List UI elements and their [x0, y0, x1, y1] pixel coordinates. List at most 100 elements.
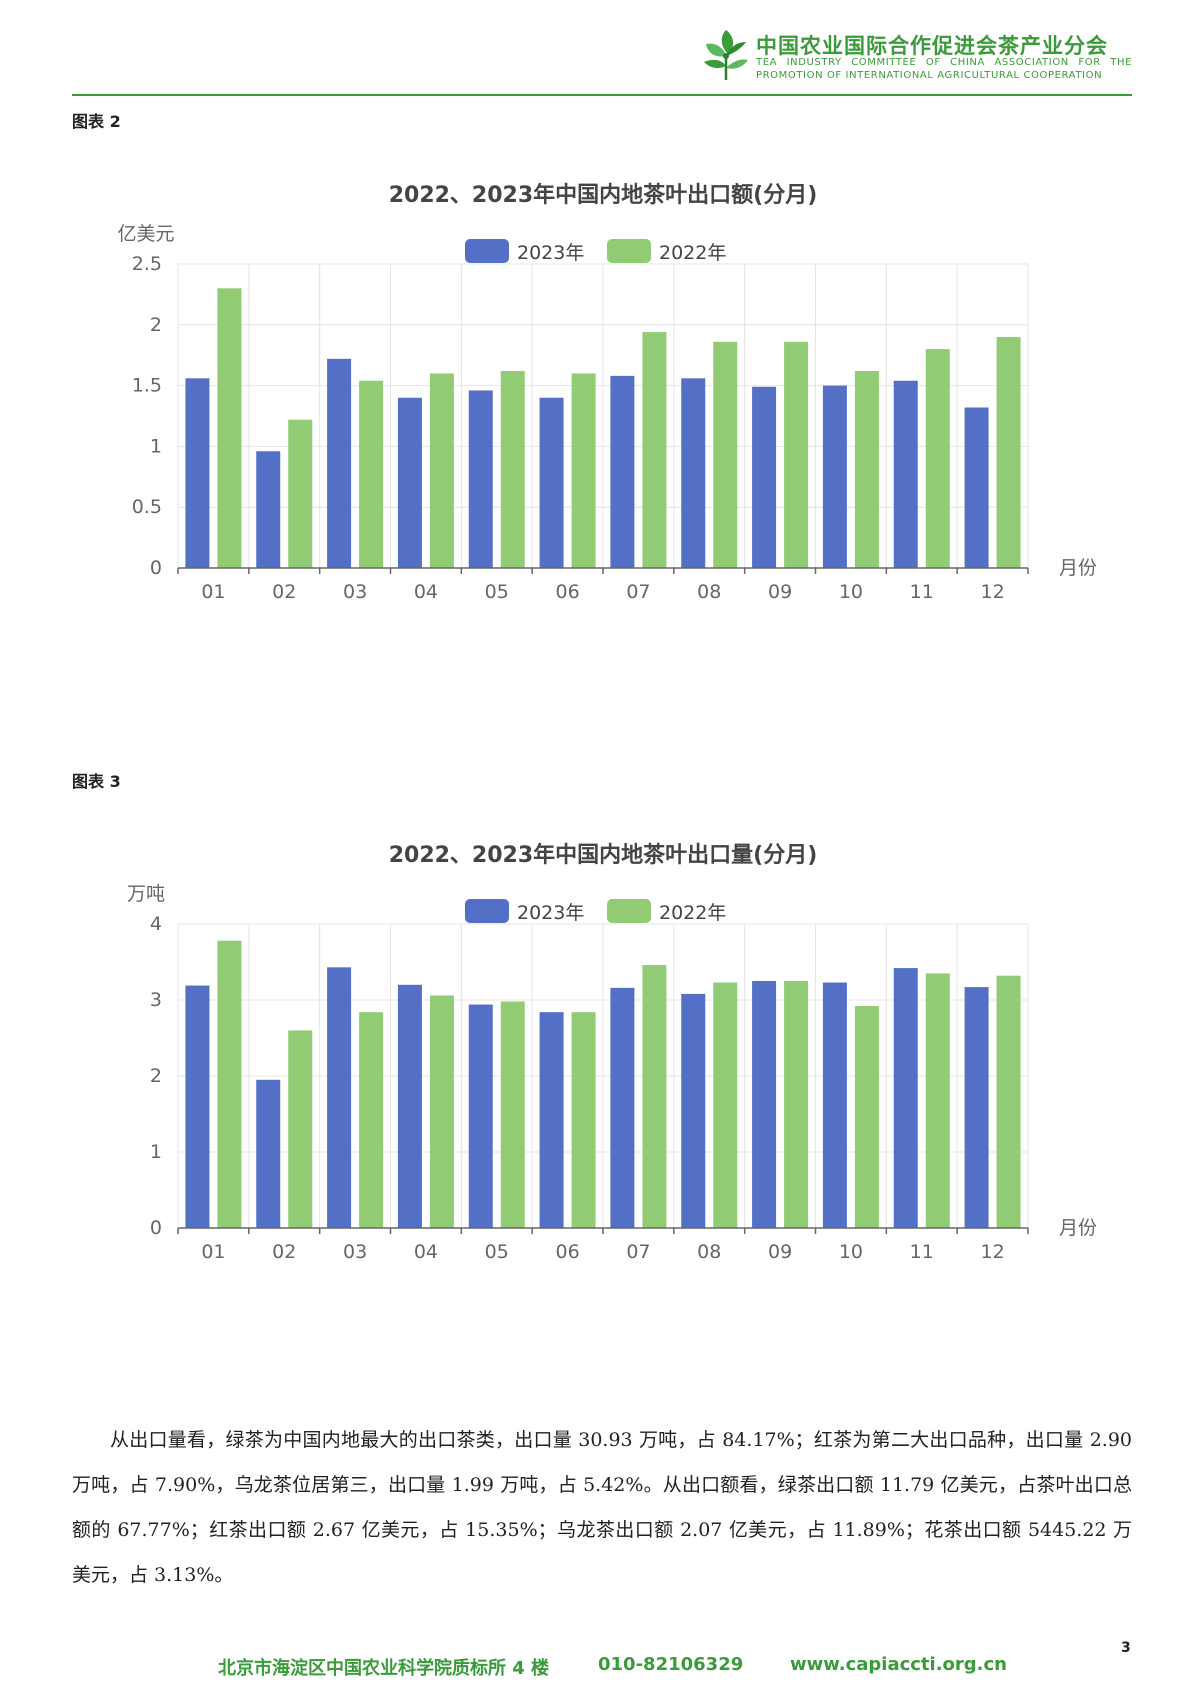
bar-2023 — [468, 390, 493, 568]
bar-2022 — [429, 373, 454, 568]
figure-label: 图表 2 — [72, 112, 121, 131]
body-paragraph: 从出口量看，绿茶为中国内地最大的出口茶类，出口量 30.93 万吨，占 84.1… — [72, 1429, 1132, 1586]
bar-2023 — [468, 1004, 493, 1228]
x-tick-label: 11 — [910, 581, 934, 600]
bar-2023 — [752, 386, 777, 568]
bar-2023 — [610, 987, 635, 1228]
x-tick-label: 05 — [485, 1241, 509, 1260]
bar-2023 — [964, 407, 989, 568]
export-volume-chart: 2022、2023年中国内地茶叶出口量(分月) 万吨 2023年 2022年 01 2 3 4… — [127, 842, 1097, 1260]
bar-2022 — [359, 1012, 384, 1228]
bar-2023 — [964, 987, 989, 1228]
body-paragraph-block: 从出口量看，绿茶为中国内地最大的出口茶类，出口量 30.93 万吨，占 84.1… — [72, 1418, 1132, 1598]
chart-legend: 2023年 2022年 — [465, 899, 726, 924]
legend-swatch — [607, 899, 651, 923]
y-tick-label: 4 — [150, 913, 162, 935]
bar-2022 — [642, 965, 667, 1228]
x-tick-label: 10 — [839, 1241, 863, 1260]
y-tick-label: 3 — [150, 989, 162, 1011]
legend-label: 2023年 — [517, 242, 584, 264]
bar-2023 — [893, 380, 918, 568]
bar-2022 — [429, 995, 454, 1228]
bar-2022 — [500, 1001, 525, 1228]
y-tick-label: 1 — [150, 1141, 162, 1163]
y-tick-label: 2 — [150, 1065, 162, 1087]
bar-2022 — [571, 1012, 596, 1228]
x-tick-label: 07 — [626, 581, 650, 600]
legend-label: 2022年 — [659, 902, 726, 924]
bar-2022 — [288, 419, 313, 568]
chart-legend: 2023年 2022年 — [465, 239, 726, 264]
x-tick-label: 04 — [414, 1241, 438, 1260]
x-tick-label: 08 — [697, 581, 721, 600]
bar-2023 — [539, 1012, 564, 1228]
org-name-en: TEA INDUSTRY COMMITTEE OF CHINA ASSOCIAT… — [756, 57, 1132, 81]
x-tick-label: 12 — [980, 581, 1004, 600]
bar-2022 — [288, 1030, 313, 1228]
bar-2022 — [854, 1006, 879, 1228]
bar-2022 — [925, 973, 950, 1228]
x-axis-label: 月份 — [1059, 557, 1097, 579]
bar-2022 — [784, 341, 809, 568]
y-tick-label: 1.5 — [132, 375, 162, 397]
chart-title: 2022、2023年中国内地茶叶出口量(分月) — [389, 842, 818, 868]
x-tick-label: 06 — [555, 1241, 579, 1260]
legend-swatch — [465, 899, 509, 923]
y-tick-label: 1 — [150, 435, 162, 457]
x-tick-label: 04 — [414, 581, 438, 600]
org-name-cn: 中国农业国际合作促进会茶产业分会 — [756, 34, 1108, 58]
x-tick-label: 10 — [839, 581, 863, 600]
x-tick-label: 08 — [697, 1241, 721, 1260]
export-value-chart: 2022、2023年中国内地茶叶出口额(分月) 亿美元 2023年 2022年 0 0.5… — [117, 182, 1097, 600]
bar-2022 — [854, 371, 879, 568]
x-tick-label: 03 — [343, 581, 367, 600]
bar-2022 — [571, 373, 596, 568]
bar-2022 — [359, 380, 384, 568]
header-divider — [72, 94, 1132, 96]
y-tick-label: 2 — [150, 314, 162, 336]
x-tick-label: 01 — [201, 581, 225, 600]
bar-2023 — [822, 982, 847, 1228]
bar-2023 — [893, 968, 918, 1228]
tea-leaf-logo-icon — [704, 30, 748, 80]
footer-address: 北京市海淀区中国农业科学院质标所 4 楼 — [218, 1658, 550, 1679]
bar-2023 — [752, 981, 777, 1228]
x-tick-label: 02 — [272, 581, 296, 600]
bar-2023 — [539, 397, 564, 568]
legend-label: 2022年 — [659, 242, 726, 264]
bar-2022 — [925, 349, 950, 568]
bar-2023 — [327, 967, 352, 1228]
bar-2022 — [642, 332, 667, 568]
x-tick-label: 03 — [343, 1241, 367, 1260]
bar-2023 — [397, 984, 422, 1228]
bar-2022 — [217, 288, 242, 568]
bar-2023 — [610, 375, 635, 568]
legend-swatch — [607, 239, 651, 263]
bar-2022 — [996, 975, 1021, 1228]
x-tick-label: 05 — [485, 581, 509, 600]
bar-2022 — [500, 371, 525, 568]
bar-2022 — [996, 336, 1021, 568]
bar-2023 — [185, 378, 210, 568]
bar-2023 — [327, 358, 352, 568]
y-axis-label: 万吨 — [127, 883, 165, 905]
bar-2022 — [217, 940, 242, 1228]
footer-website[interactable]: www.capiaccti.org.cn — [790, 1654, 1007, 1675]
x-axis-label: 月份 — [1059, 1217, 1097, 1239]
y-tick-label: 2.5 — [132, 253, 162, 275]
y-tick-label: 0.5 — [132, 496, 162, 518]
x-tick-label: 12 — [980, 1241, 1004, 1260]
x-tick-label: 11 — [910, 1241, 934, 1260]
x-tick-label: 09 — [768, 581, 792, 600]
legend-swatch — [465, 239, 509, 263]
bar-2022 — [713, 982, 738, 1228]
x-tick-label: 09 — [768, 1241, 792, 1260]
bar-2023 — [822, 385, 847, 568]
bar-2023 — [256, 1079, 281, 1228]
bar-2022 — [713, 341, 738, 568]
bar-2023 — [397, 397, 422, 568]
bar-2023 — [681, 993, 706, 1228]
bar-2023 — [256, 451, 281, 568]
footer-phone: 010-82106329 — [598, 1654, 744, 1675]
x-tick-label: 01 — [201, 1241, 225, 1260]
